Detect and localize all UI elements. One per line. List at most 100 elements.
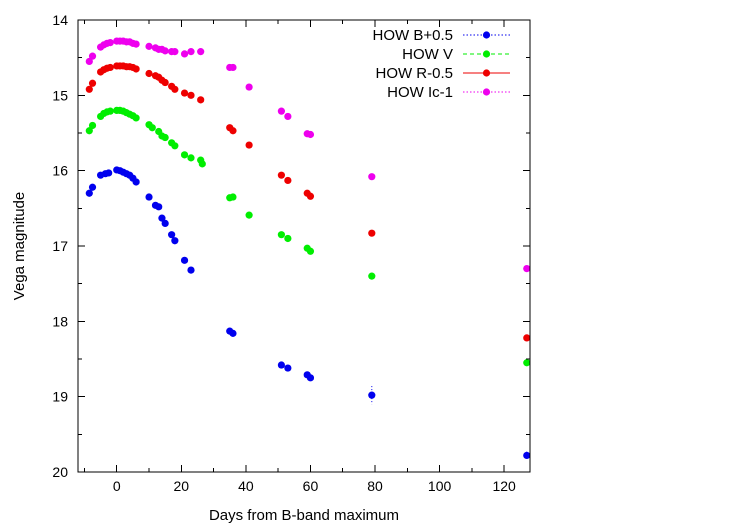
data-point <box>85 189 93 197</box>
data-point <box>523 334 531 342</box>
data-point <box>229 127 237 135</box>
legend-marker <box>482 31 491 39</box>
data-point <box>145 69 153 78</box>
data-point <box>132 40 140 48</box>
data-point <box>171 85 179 93</box>
data-point <box>245 141 253 149</box>
data-point <box>198 160 206 168</box>
data-point <box>158 214 166 222</box>
data-point <box>106 63 114 72</box>
data-point <box>180 50 189 58</box>
data-point <box>277 231 285 239</box>
data-point <box>105 169 113 177</box>
data-point <box>523 451 531 460</box>
data-point <box>85 127 93 135</box>
plot-frame <box>77 19 531 473</box>
data-point <box>171 142 179 150</box>
data-point <box>229 193 237 201</box>
data-point <box>145 42 153 50</box>
data-point <box>161 133 169 142</box>
data-point <box>132 114 140 122</box>
data-point <box>88 79 97 87</box>
data-point <box>155 203 163 211</box>
data-point <box>197 96 205 104</box>
data-point <box>523 265 531 273</box>
data-point <box>277 361 285 369</box>
data-point <box>187 48 195 56</box>
x-tick-label: 120 <box>492 478 516 494</box>
data-point <box>180 151 189 159</box>
data-point <box>106 107 114 115</box>
y-tick-label: 20 <box>52 464 68 480</box>
data-point <box>368 173 376 181</box>
data-point <box>161 78 169 87</box>
data-point <box>132 178 140 186</box>
data-point <box>85 85 93 93</box>
data-point <box>229 63 237 72</box>
y-tick-label: 18 <box>52 313 68 329</box>
x-axis-label: Days from B-band maximum <box>209 507 399 524</box>
legend-label: HOW B+0.5 <box>373 27 453 44</box>
data-point <box>148 124 156 132</box>
data-point <box>245 83 253 91</box>
data-point <box>88 121 97 130</box>
data-point <box>197 48 205 56</box>
legend-marker <box>482 50 491 58</box>
data-point <box>145 193 153 201</box>
data-point <box>229 329 237 337</box>
legend-label: HOW V <box>402 46 453 63</box>
y-tick-label: 14 <box>52 12 68 28</box>
data-point <box>85 57 93 66</box>
data-point <box>187 266 195 274</box>
x-tick-label: 20 <box>174 478 190 494</box>
x-tick-label: 80 <box>367 478 383 494</box>
data-point <box>284 234 292 243</box>
y-tick-label: 15 <box>52 87 68 103</box>
series-3 <box>85 37 531 273</box>
data-point <box>88 52 97 60</box>
series-2 <box>85 62 531 342</box>
data-point <box>180 256 189 264</box>
legend-label: HOW R-0.5 <box>375 65 453 82</box>
data-point <box>277 107 285 115</box>
data-point <box>180 89 189 97</box>
data-point <box>187 154 195 162</box>
x-tick-label: 0 <box>113 478 121 494</box>
data-point <box>306 192 315 200</box>
data-point <box>161 47 169 55</box>
legend: HOW B+0.5 HOW V HOW R-0.5 HOW Ic-1 <box>373 27 510 101</box>
series-1 <box>85 106 531 367</box>
data-point <box>368 272 376 280</box>
legend-marker <box>482 88 491 96</box>
data-point <box>284 176 292 185</box>
data-point <box>168 231 176 239</box>
data-point <box>88 183 97 191</box>
y-tick-label: 16 <box>52 163 68 179</box>
x-tick-label: 60 <box>303 478 319 494</box>
data-point <box>284 364 292 372</box>
series-0 <box>85 166 531 460</box>
legend-label: HOW Ic-1 <box>387 84 453 101</box>
y-tick-label: 19 <box>52 389 68 405</box>
legend-marker <box>482 69 491 77</box>
y-axis-label: Vega magnitude <box>11 192 28 300</box>
data-point <box>132 65 140 73</box>
data-point <box>245 211 253 219</box>
x-tick-label: 40 <box>238 478 254 494</box>
data-point <box>171 237 179 245</box>
data-point <box>368 391 376 399</box>
data-point <box>306 130 315 139</box>
x-tick-label: 100 <box>428 478 452 494</box>
data-point <box>187 91 195 99</box>
data-point <box>306 374 315 382</box>
data-point <box>171 48 179 56</box>
data-point <box>161 219 169 227</box>
data-point <box>523 359 531 367</box>
data-point <box>284 112 292 121</box>
data-point <box>306 247 315 255</box>
data-point <box>368 229 376 237</box>
data-point <box>277 171 285 179</box>
data-point <box>106 39 114 47</box>
y-tick-label: 17 <box>52 238 68 254</box>
